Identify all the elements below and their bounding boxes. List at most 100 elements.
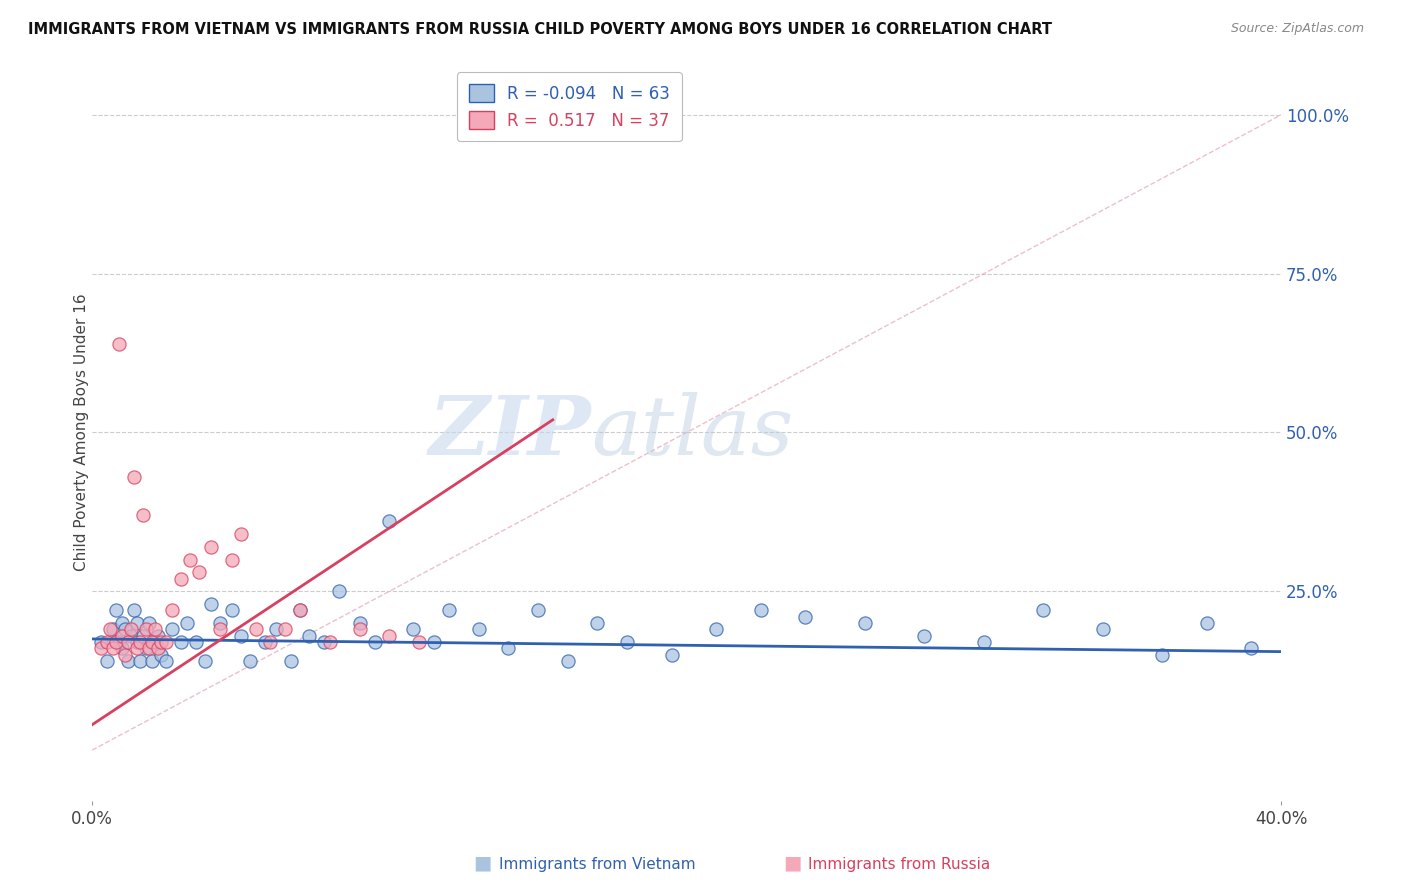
Point [423,635,446,649]
Point [274,623,297,637]
Y-axis label: Child Poverty Among Boys Under 16: Child Poverty Among Boys Under 16 [73,293,89,571]
Point [141,654,163,668]
Point [108,635,131,649]
Point [557,654,579,668]
Point [1152,648,1174,662]
Point [912,629,935,643]
Point [96,635,118,649]
Point [111,615,134,630]
Point [104,603,127,617]
Point [111,629,134,643]
Point [467,623,489,637]
Point [138,615,160,630]
Point [143,623,166,637]
Point [128,635,150,649]
Point [146,641,169,656]
Text: Immigrants from Russia: Immigrants from Russia [808,857,991,872]
Point [114,648,136,662]
Point [188,566,211,580]
Point [437,603,460,617]
Point [298,629,321,643]
Point [221,552,243,566]
Point [117,654,139,668]
Text: Immigrants from Vietnam: Immigrants from Vietnam [499,857,696,872]
Point [96,654,118,668]
Point [1091,623,1114,637]
Point [162,603,184,617]
Point [794,609,817,624]
Point [98,623,121,637]
Point [155,654,177,668]
Point [349,615,371,630]
Point [319,635,342,649]
Point [245,623,267,637]
Point [496,641,519,656]
Point [170,572,193,586]
Text: ZIP: ZIP [429,392,592,473]
Point [194,654,217,668]
Legend: R = -0.094   N = 63, R =  0.517   N = 37: R = -0.094 N = 63, R = 0.517 N = 37 [457,72,682,142]
Point [111,641,134,656]
Point [253,635,276,649]
Point [378,629,401,643]
Text: ■: ■ [783,854,801,872]
Point [135,641,157,656]
Point [143,635,166,649]
Point [120,629,142,643]
Point [280,654,302,668]
Point [1240,641,1263,656]
Point [208,615,231,630]
Text: atlas: atlas [592,392,794,473]
Point [135,623,157,637]
Point [221,603,243,617]
Text: ■: ■ [474,854,492,872]
Point [616,635,638,649]
Point [229,527,252,541]
Point [128,654,150,668]
Point [208,623,231,637]
Point [853,615,876,630]
Point [125,635,148,649]
Point [186,635,208,649]
Text: IMMIGRANTS FROM VIETNAM VS IMMIGRANTS FROM RUSSIA CHILD POVERTY AMONG BOYS UNDER: IMMIGRANTS FROM VIETNAM VS IMMIGRANTS FR… [28,22,1052,37]
Point [120,623,142,637]
Point [363,635,385,649]
Point [586,615,609,630]
Point [117,635,139,649]
Point [402,623,425,637]
Point [527,603,550,617]
Point [146,629,169,643]
Point [704,623,727,637]
Point [179,552,201,566]
Point [328,584,350,599]
Point [101,641,124,656]
Point [114,623,136,637]
Point [200,540,222,554]
Point [408,635,430,649]
Point [176,615,198,630]
Point [149,648,172,662]
Text: Source: ZipAtlas.com: Source: ZipAtlas.com [1230,22,1364,36]
Point [378,515,401,529]
Point [290,603,312,617]
Point [239,654,262,668]
Point [661,648,683,662]
Point [349,623,371,637]
Point [125,641,148,656]
Point [138,641,160,656]
Point [90,641,112,656]
Point [131,508,153,522]
Point [104,635,127,649]
Point [749,603,772,617]
Point [125,615,148,630]
Point [973,635,995,649]
Point [259,635,281,649]
Point [122,603,145,617]
Point [170,635,193,649]
Point [200,597,222,611]
Point [122,470,145,484]
Point [266,623,288,637]
Point [149,635,172,649]
Point [108,336,131,351]
Point [229,629,252,643]
